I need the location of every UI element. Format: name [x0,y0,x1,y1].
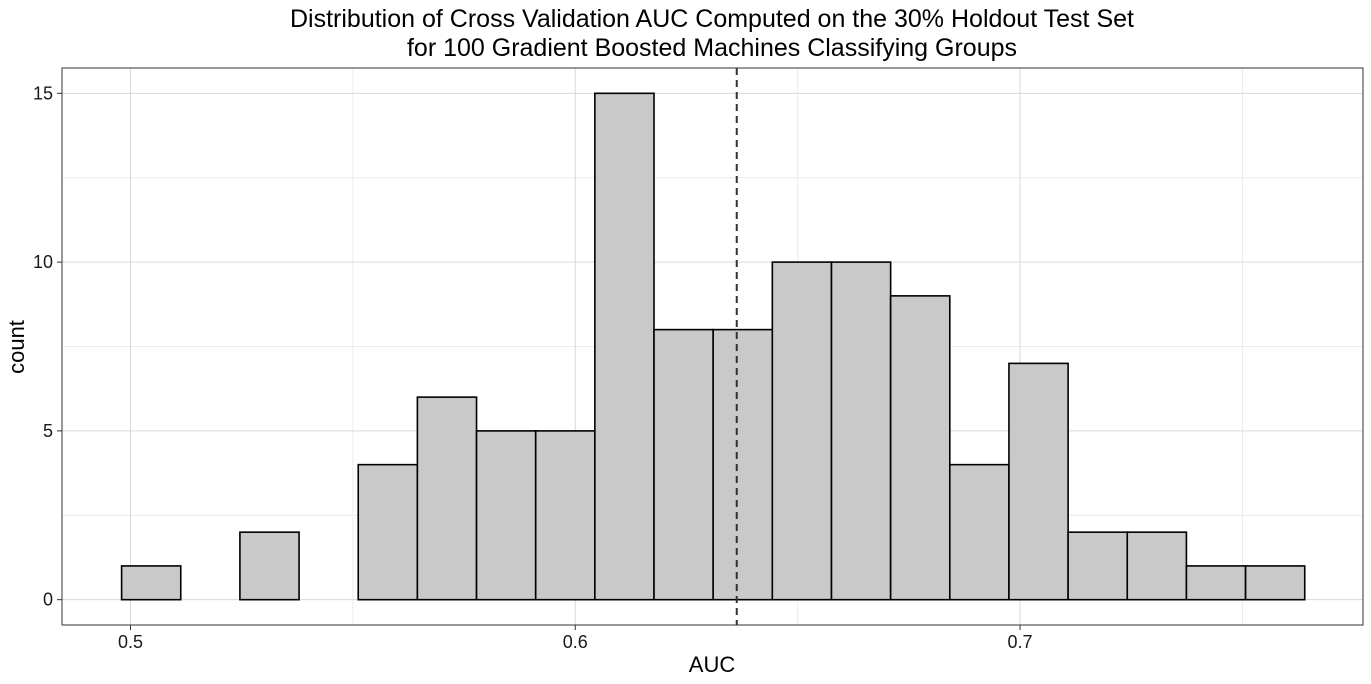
x-tick-label: 0.6 [563,632,588,652]
y-tick-label: 15 [33,83,53,103]
histogram-bar [239,531,300,601]
histogram-bar [120,565,182,601]
chart-title-line-2: for 100 Gradient Boosted Machines Classi… [407,34,1017,62]
y-axis-title: count [4,320,29,374]
histogram-bar [1244,565,1306,601]
histogram-bar [357,463,419,601]
histogram-bar [653,328,714,601]
histogram-bar [1126,531,1188,601]
x-tick-label: 0.7 [1008,632,1033,652]
histogram-bar [889,295,951,601]
histogram-bar [712,328,774,601]
histogram-bar [1008,362,1069,601]
y-tick-label: 5 [43,421,53,441]
x-axis-ticks: 0.5 0.6 0.7 [118,625,1033,652]
y-axis-ticks: 0 5 10 15 [33,83,62,610]
histogram-bars [120,92,1306,601]
histogram-bar [1185,565,1247,601]
x-tick-label: 0.5 [118,632,143,652]
histogram-bar [948,463,1010,601]
y-tick-label: 0 [43,590,53,610]
histogram-bar [771,261,833,601]
histogram-bar [1067,531,1129,601]
histogram-bar [475,430,537,601]
histogram-bar [830,261,892,601]
histogram-bar [416,396,478,601]
plot-panel-border [61,67,1364,626]
histogram-bar [594,92,655,601]
chart-title: Distribution of Cross Validation AUC Com… [290,5,1134,62]
histogram-bar [534,430,596,601]
y-tick-label: 10 [33,252,53,272]
x-axis-title: AUC [689,652,736,677]
chart-title-line-1: Distribution of Cross Validation AUC Com… [290,5,1134,33]
